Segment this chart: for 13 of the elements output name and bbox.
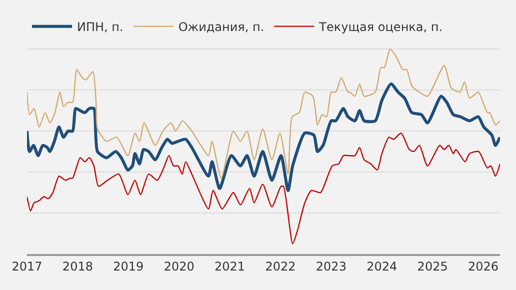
x-tick-label: 2020 [164,259,194,274]
x-tick-label: 2017 [12,259,42,274]
x-tick-label: 2024 [366,259,398,274]
x-tick-label: 2018 [62,259,93,274]
x-tick-label: 2022 [265,259,296,274]
legend-label: Ожидания, п. [178,20,264,34]
x-tick-label: 2019 [113,259,144,274]
legend-label: Текущая оценка, п. [318,20,443,34]
x-tick-label: 2023 [316,259,346,274]
x-tick-label: 2021 [214,259,246,274]
legend-label: ИПН, п. [77,20,124,34]
x-tick-label: 2026 [468,259,499,274]
x-tick-label: 2025 [417,259,448,274]
